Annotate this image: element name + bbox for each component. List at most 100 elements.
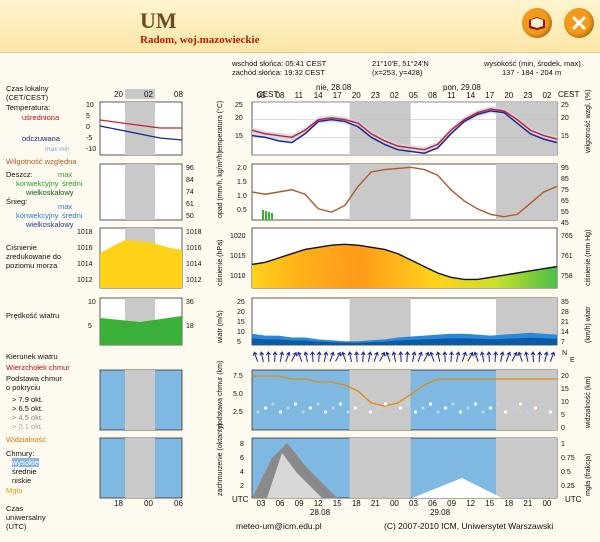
- pressure-area: [252, 244, 557, 288]
- cloud-dot: [526, 410, 530, 414]
- contact-email[interactable]: meteo-um@icm.edu.pl: [236, 521, 322, 531]
- wind-arrow: [479, 351, 485, 362]
- small-perc-line: [99, 125, 183, 141]
- cover-axis: 6: [240, 455, 244, 462]
- cloud-dot: [278, 410, 283, 414]
- cloud-axis-right: 10: [561, 399, 569, 406]
- panel-vlabel: ciśnienie (hPa): [217, 240, 224, 286]
- wind-night-band: [349, 298, 411, 345]
- dir-e: E: [570, 357, 575, 364]
- utc-hour-label: 06: [428, 499, 437, 508]
- wind-arrow: [373, 351, 379, 362]
- snow-scale-label: wielkoskalowy: [26, 220, 74, 229]
- utc-hour-label: 15: [485, 499, 494, 508]
- wind-arrow: [473, 351, 479, 362]
- wind-axis: 20: [237, 309, 245, 316]
- temp-minmax-label: max min: [45, 146, 70, 153]
- rain-scale-label: wielkoskalowy: [26, 188, 74, 197]
- hour-label: 20: [504, 91, 513, 100]
- snow-mean-label: średni: [62, 211, 83, 220]
- cloud-high-label: wysokie: [12, 458, 39, 467]
- cloud-dot: [548, 410, 553, 414]
- pressure-axis-right: 758: [561, 273, 573, 280]
- cloud-dot: [263, 406, 268, 410]
- hour-label: 02: [390, 91, 399, 100]
- precip-axis-right: 55: [561, 209, 569, 216]
- utc-label-right: UTC: [565, 495, 582, 504]
- cloud-dot: [293, 402, 298, 406]
- precip-axis: 0.5: [237, 207, 247, 214]
- wind-axis-right: 14: [561, 329, 569, 336]
- close-button[interactable]: [564, 8, 594, 38]
- cloud-axis: 5.0: [233, 391, 243, 398]
- wind-arrow: [499, 351, 505, 362]
- humidity-label: Wilgotność względna: [6, 157, 77, 166]
- wind-arrow: [279, 351, 285, 362]
- fog-label: Mgła: [6, 486, 23, 495]
- utc-day2: 29.08: [430, 508, 451, 517]
- coordinates-text: 21°10'E, 51°24'N: [372, 59, 429, 68]
- rain-mean-label: średni: [62, 179, 83, 188]
- hour-label: 23: [523, 91, 532, 100]
- wind-arrow: [524, 351, 529, 362]
- cloudcover-label: Chmury:: [6, 449, 35, 458]
- utc-hour-label: 00: [390, 499, 399, 508]
- temp-axis: 25: [235, 102, 243, 109]
- utc-hour-label: 09: [447, 499, 456, 508]
- small-pressure-area: [100, 240, 182, 288]
- temp-axis-right: 15: [561, 133, 569, 140]
- wind-arrow: [259, 351, 265, 362]
- book-icon: [529, 17, 545, 30]
- cloud-dot: [481, 410, 485, 414]
- cover-axis: 4: [240, 469, 244, 476]
- cloud-dot: [443, 406, 448, 410]
- wind-arrow: [303, 351, 309, 362]
- temp-axis: 15: [235, 133, 243, 140]
- temp-axis: 20: [235, 115, 243, 122]
- cloud-dot: [436, 410, 440, 414]
- cloud-dot: [368, 410, 373, 414]
- small-wind-axis-right: 36: [186, 299, 194, 306]
- rain-max-label: max: [58, 170, 73, 179]
- cloud-dot: [428, 402, 433, 406]
- cloud-dot: [458, 410, 463, 414]
- panel-vlabel: temperatura (°C): [216, 101, 224, 153]
- wind-arrow: [455, 351, 461, 362]
- small-hour-label: 02: [144, 90, 153, 99]
- cloud-dot: [361, 402, 365, 406]
- wind-arrow: [341, 351, 347, 362]
- cloud-axis-right: 20: [561, 373, 569, 380]
- cloud-axis: 7.5: [233, 373, 243, 380]
- panel-vlabel: podstawa chmur (km): [217, 361, 224, 428]
- book-button[interactable]: [522, 8, 552, 38]
- pressure-axis: 1015: [230, 253, 246, 260]
- small-press-axis: 1012: [77, 277, 93, 284]
- wind-axis-right: 28: [561, 309, 569, 316]
- universal-time-label: Czas uniwersalny (UTC): [6, 504, 46, 531]
- hour-label: 11: [295, 91, 304, 100]
- small-cloud-night-band: [125, 370, 155, 430]
- cloud-dot: [338, 402, 343, 406]
- utc-hour-label: 03: [257, 499, 266, 508]
- wind-axis: 25: [237, 299, 245, 306]
- precip-axis-right: 95: [561, 165, 569, 172]
- small-precip-night-band: [125, 164, 155, 220]
- precip-axis-right: 65: [561, 198, 569, 205]
- temp-axis-right: 25: [561, 102, 569, 109]
- cloud-dot: [413, 410, 418, 414]
- wind-arrow: [517, 351, 523, 362]
- small-temp-axis: 5: [86, 113, 90, 120]
- small-press-axis: 1014: [77, 261, 93, 268]
- wind-arrow: [347, 351, 353, 362]
- small-temp-night-band: [125, 102, 155, 155]
- wind-arrow: [323, 351, 329, 362]
- precip-axis-right: 85: [561, 176, 569, 183]
- cloud-mid-label: średnie: [12, 467, 37, 476]
- cloud-dot: [533, 406, 538, 410]
- wind-axis-right: 7: [561, 339, 565, 346]
- okt-65-label: > 6.5 okt.: [12, 404, 44, 413]
- elevation-values: 137 - 184 - 204 m: [502, 68, 562, 77]
- cloud-dot: [503, 410, 508, 414]
- hour-label: 14: [314, 91, 323, 100]
